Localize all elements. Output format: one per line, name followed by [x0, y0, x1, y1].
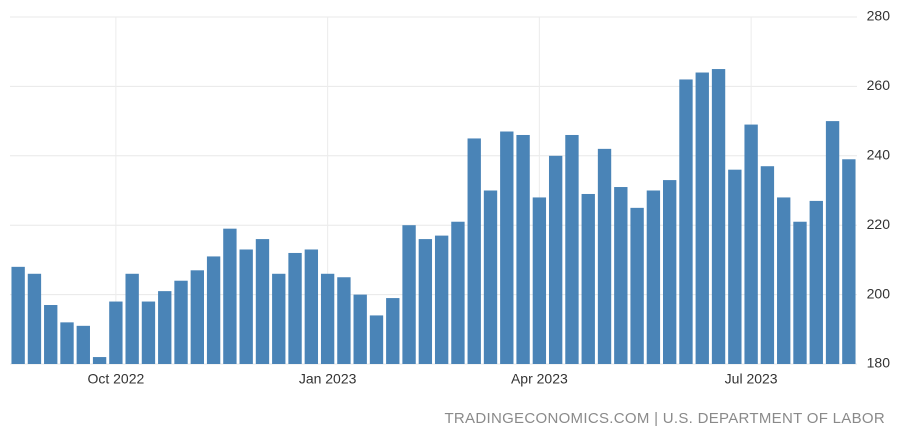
bar: [809, 200, 823, 364]
x-tick-label: Oct 2022: [87, 371, 144, 387]
x-tick-label: Jul 2023: [725, 371, 778, 387]
y-tick-label: 280: [867, 8, 891, 24]
bar: [451, 221, 465, 364]
x-tick-label: Apr 2023: [511, 371, 568, 387]
bar: [272, 273, 286, 364]
bar: [255, 239, 270, 364]
bar: [369, 315, 384, 364]
bar: [288, 252, 302, 364]
bar: [695, 72, 709, 365]
bar: [500, 131, 514, 364]
bar: [825, 121, 840, 364]
bar: [565, 134, 579, 364]
bar: [386, 298, 400, 364]
bar: [516, 134, 530, 364]
bar: [44, 305, 58, 364]
bar: [223, 228, 237, 364]
bar: [239, 249, 253, 364]
bar: [174, 280, 188, 364]
bar: [728, 169, 742, 364]
bar: [141, 301, 156, 364]
bar: [744, 124, 758, 364]
y-tick-label: 260: [867, 77, 891, 93]
bar: [353, 294, 367, 364]
bar: [27, 273, 42, 364]
bar: [483, 190, 498, 364]
bar: [92, 357, 107, 364]
x-tick-label: Jan 2023: [299, 371, 357, 387]
bar: [320, 273, 335, 364]
bar: [206, 256, 221, 364]
bar: [663, 180, 677, 364]
bar: [76, 325, 90, 364]
bar: [777, 197, 791, 364]
y-tick-label: 220: [867, 216, 891, 232]
y-tick-label: 180: [867, 355, 891, 371]
bar: [158, 291, 172, 364]
bar: [760, 166, 775, 364]
y-tick-label: 240: [867, 147, 891, 163]
bar: [548, 155, 563, 364]
bar: [597, 148, 612, 364]
source-note: TRADINGECONOMICS.COM | U.S. DEPARTMENT O…: [444, 410, 885, 427]
bar: [109, 301, 123, 364]
bar: [337, 277, 351, 364]
bar: [60, 322, 74, 364]
bar: [793, 221, 807, 364]
bar: [190, 270, 204, 364]
bar: [467, 138, 481, 364]
bar: [532, 197, 547, 364]
bar: [630, 207, 644, 364]
bar: [679, 79, 693, 365]
bar: [125, 273, 139, 364]
bar: [402, 225, 416, 364]
y-tick-label: 200: [867, 285, 891, 301]
bar: [842, 159, 856, 364]
bar: [581, 193, 595, 364]
bar: [418, 239, 433, 364]
bar: [614, 187, 628, 364]
bar: [11, 266, 25, 364]
bar: [304, 249, 319, 364]
bar: [711, 69, 726, 365]
bar: [646, 190, 661, 364]
bar: [434, 235, 449, 364]
